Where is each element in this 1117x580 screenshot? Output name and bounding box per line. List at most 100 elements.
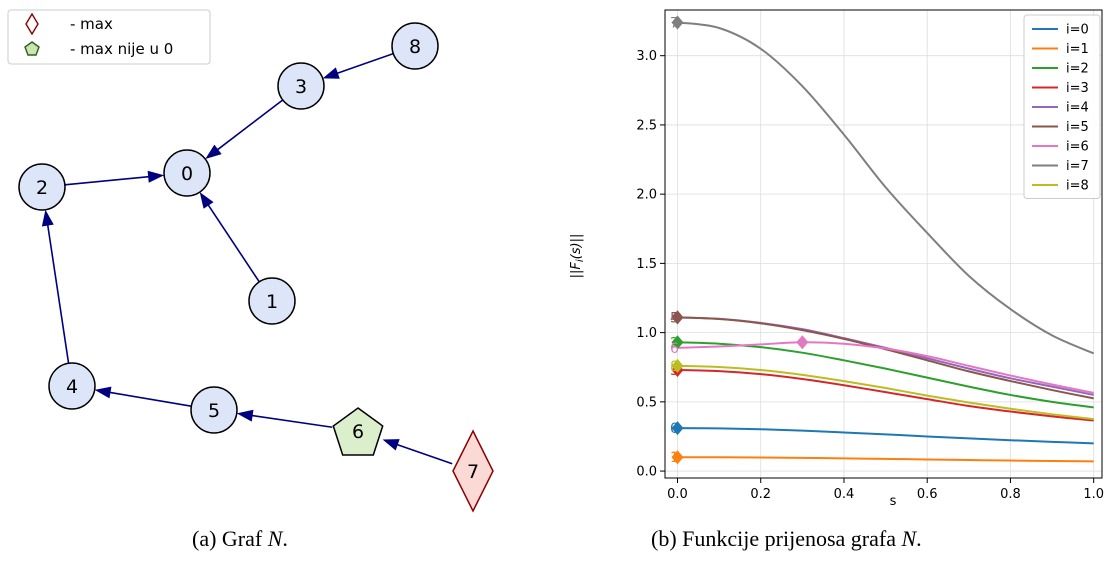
edge-3-0 (215, 99, 284, 152)
legend-entry-i0: i=0 (1066, 23, 1089, 38)
legend-entry-i4: i=4 (1066, 101, 1089, 116)
edge-arrowhead-4-2 (41, 209, 54, 227)
node-shape-7 (452, 429, 494, 513)
series-line-i8 (677, 364, 1094, 421)
edge-2-0 (64, 175, 151, 186)
node-label-8: 8 (409, 36, 421, 58)
edge-arrowhead-6-5 (236, 409, 254, 422)
chart-series (677, 21, 1095, 463)
caption-a-prefix: (a) Graf (192, 526, 268, 551)
legend-entry-i3: i=3 (1066, 81, 1089, 96)
series-point-label-i1: 1 (670, 450, 679, 466)
max-marker-i6 (796, 335, 809, 350)
max-marker-i7 (671, 15, 684, 30)
node-3: 3 (277, 62, 325, 110)
edge-arrowhead-3-0 (205, 144, 222, 160)
max-marker-i5 (671, 310, 684, 325)
x-tick-label: 0.4 (834, 487, 855, 502)
node-5: 5 (190, 386, 238, 434)
graph-diagram: - max - max nije u 0 0 1 2 3 4 5 6 7 8 (7, 9, 494, 513)
max-marker-i1 (671, 450, 684, 465)
series-point-label-i0: 0 (670, 421, 679, 437)
y-axis-label: ||Fi(s)|| (569, 234, 586, 279)
node-shape-8 (391, 22, 439, 70)
legend-label-max-nije-u-0: - max nije u 0 (70, 40, 173, 58)
edge-5-4 (108, 391, 192, 407)
max-marker-i8 (671, 358, 684, 373)
graph-legend: - max - max nije u 0 (7, 9, 211, 65)
x-tick-label: 0.0 (667, 487, 688, 502)
legend-entry-i5: i=5 (1066, 120, 1089, 135)
node-shape-5 (190, 386, 238, 434)
legend-frame (7, 9, 211, 65)
node-7: 7 (452, 429, 494, 513)
series-point-label-i3: 3 (670, 363, 679, 379)
edge-8-3 (335, 52, 394, 75)
legend-entry-i6: i=6 (1066, 140, 1089, 155)
edge-arrowhead-1-0 (199, 192, 214, 209)
series-line-i5 (677, 316, 1094, 400)
edge-arrowhead-8-3 (322, 67, 340, 79)
series-point-label-i6: 6 (670, 341, 679, 357)
series-line-i0 (677, 427, 1094, 445)
node-label-3: 3 (295, 76, 307, 98)
series-point-label-i5: 5 (670, 310, 679, 326)
y-tick-label: 3.0 (636, 49, 657, 64)
node-shape-3 (277, 62, 325, 110)
node-label-4: 4 (66, 376, 78, 398)
legend-pentagon-icon (24, 41, 40, 56)
edge-arrowhead-5-4 (94, 386, 112, 399)
node-1: 1 (248, 277, 296, 325)
edge-6-5 (250, 414, 333, 429)
graph-edges (41, 52, 453, 465)
node-4: 4 (48, 362, 96, 410)
node-label-6: 6 (352, 421, 364, 443)
max-marker-i0 (671, 421, 684, 436)
graph-nodes: 0 1 2 3 4 5 6 7 8 (18, 22, 494, 513)
node-shape-6 (332, 407, 384, 456)
caption-graph: (a) Graf N. (192, 526, 288, 552)
edge-4-2 (46, 223, 70, 364)
node-label-2: 2 (36, 177, 48, 199)
chart-legend-frame (1023, 14, 1101, 199)
legend-label-max: - max (70, 15, 113, 33)
node-8: 8 (391, 22, 439, 70)
series-line-i7 (677, 21, 1095, 355)
caption-chart: (b) Funkcije prijenosa grafa N. (651, 526, 922, 552)
chart-legend: i=0 i=1 i=2 i=3 i=4 i=5 i=6 i=7 i=8 (1023, 14, 1101, 199)
max-marker-i2 (671, 335, 684, 350)
node-label-0: 0 (181, 163, 193, 185)
y-tick-label: 0.5 (636, 395, 657, 410)
x-tick-label: 1.0 (1083, 487, 1104, 502)
y-tick-label: 2.5 (636, 118, 657, 133)
y-tick-label: 0.0 (636, 465, 657, 480)
node-label-1: 1 (266, 291, 278, 313)
node-shape-0 (163, 149, 211, 197)
legend-entry-i1: i=1 (1066, 42, 1089, 57)
y-tick-label: 1.5 (636, 257, 657, 272)
edge-arrowhead-2-0 (147, 170, 165, 183)
x-tick-label: 0.6 (917, 487, 938, 502)
node-0: 0 (163, 149, 211, 197)
legend-entry-i2: i=2 (1066, 62, 1089, 77)
edge-arrowhead-7-6 (382, 439, 400, 451)
legend-diamond-icon (25, 12, 39, 36)
edge-7-6 (395, 443, 453, 465)
x-axis-label: s (890, 494, 897, 509)
series-line-i1 (677, 456, 1094, 463)
node-label-5: 5 (208, 400, 220, 422)
caption-a-variable: N (267, 526, 283, 551)
caption-b-prefix: (b) Funkcije prijenosa grafa (651, 526, 902, 551)
y-tick-label: 1.0 (636, 326, 657, 341)
node-shape-1 (248, 277, 296, 325)
node-shape-2 (18, 163, 66, 211)
series-line-i3 (677, 369, 1094, 422)
caption-b-variable: N (901, 526, 917, 551)
chart-axes: 0.0 0.2 0.4 0.6 0.8 1.0 0.0 0.5 1.0 1.5 2.0 2.5 3.0 (636, 9, 1104, 502)
legend-entry-i7: i=7 (1066, 159, 1089, 174)
y-tick-label: 2.0 (636, 188, 657, 203)
x-tick-label: 0.2 (750, 487, 771, 502)
series-point-label-i2: 2 (670, 335, 679, 351)
